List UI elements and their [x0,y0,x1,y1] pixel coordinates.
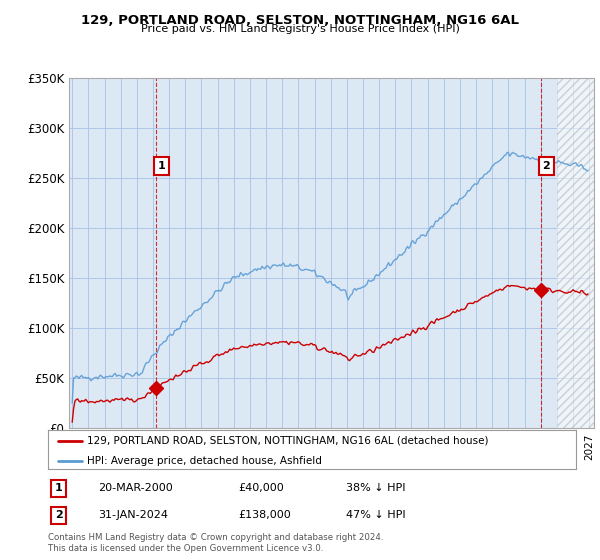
Text: 1: 1 [55,483,62,493]
Text: 129, PORTLAND ROAD, SELSTON, NOTTINGHAM, NG16 6AL (detached house): 129, PORTLAND ROAD, SELSTON, NOTTINGHAM,… [86,436,488,446]
Text: 38% ↓ HPI: 38% ↓ HPI [346,483,406,493]
Text: 2: 2 [542,161,550,171]
Text: HPI: Average price, detached house, Ashfield: HPI: Average price, detached house, Ashf… [86,456,322,466]
Text: £138,000: £138,000 [238,510,291,520]
Text: 20-MAR-2000: 20-MAR-2000 [98,483,173,493]
Text: Price paid vs. HM Land Registry's House Price Index (HPI): Price paid vs. HM Land Registry's House … [140,24,460,34]
Text: Contains HM Land Registry data © Crown copyright and database right 2024.
This d: Contains HM Land Registry data © Crown c… [48,533,383,553]
Text: 129, PORTLAND ROAD, SELSTON, NOTTINGHAM, NG16 6AL: 129, PORTLAND ROAD, SELSTON, NOTTINGHAM,… [81,14,519,27]
Text: 2: 2 [55,510,62,520]
Text: 1: 1 [157,161,165,171]
Text: 31-JAN-2024: 31-JAN-2024 [98,510,168,520]
Text: £40,000: £40,000 [238,483,284,493]
Text: 47% ↓ HPI: 47% ↓ HPI [346,510,406,520]
Bar [557,78,597,428]
